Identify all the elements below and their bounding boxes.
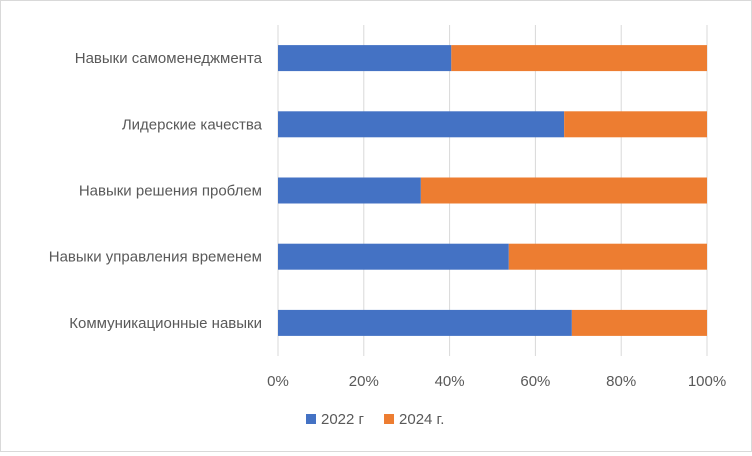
category-label: Коммуникационные навыки	[69, 315, 262, 332]
category-label: Навыки самоменеджмента	[75, 50, 263, 67]
bar-segment	[278, 309, 572, 336]
x-tick-label: 20%	[349, 373, 379, 390]
bar-segment	[420, 177, 707, 204]
legend-label: 2022 г	[321, 411, 365, 428]
x-tick-label: 100%	[688, 373, 726, 390]
legend-swatch	[306, 414, 316, 424]
bar-segment	[451, 45, 707, 72]
x-tick-label: 0%	[267, 373, 289, 390]
category-label: Навыки решения проблем	[79, 183, 262, 200]
legend-swatch	[384, 414, 395, 424]
x-tick-label: 60%	[520, 373, 550, 390]
bar-segment	[564, 111, 707, 138]
x-tick-label: 40%	[435, 373, 465, 390]
bar-segment	[278, 177, 421, 204]
category-label: Лидерские качества	[122, 116, 263, 133]
bar-segment	[278, 243, 509, 270]
bar-segment	[278, 111, 565, 138]
x-tick-label: 80%	[606, 373, 636, 390]
category-label: Навыки управления временем	[49, 249, 262, 266]
legend-label: 2024 г.	[399, 411, 444, 428]
bar-segment	[508, 243, 707, 270]
bar-segment	[278, 45, 452, 72]
bar-segment	[571, 309, 707, 336]
